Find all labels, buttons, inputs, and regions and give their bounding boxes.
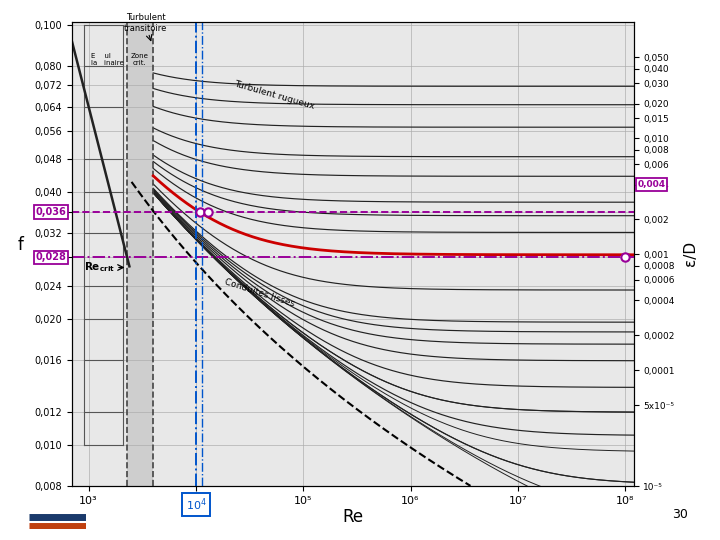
Text: Conduites lisses: Conduites lisses bbox=[223, 278, 296, 309]
Y-axis label: ε/D: ε/D bbox=[683, 241, 698, 266]
Text: Zone
crit.: Zone crit. bbox=[131, 53, 149, 66]
Text: 30: 30 bbox=[672, 508, 688, 522]
Text: $10^4$: $10^4$ bbox=[186, 497, 207, 513]
Polygon shape bbox=[127, 22, 153, 486]
Text: $\mathbf{Re_{crit}}$: $\mathbf{Re_{crit}}$ bbox=[84, 261, 114, 274]
Text: E    ul
la   inaire: E ul la inaire bbox=[91, 53, 124, 66]
Text: 0,028: 0,028 bbox=[35, 252, 66, 262]
Text: Turbulent rugueux: Turbulent rugueux bbox=[233, 80, 315, 111]
Y-axis label: f: f bbox=[17, 236, 24, 254]
Text: Turbulent
transitoire: Turbulent transitoire bbox=[124, 14, 167, 32]
Text: 0,004: 0,004 bbox=[637, 180, 665, 189]
X-axis label: Re: Re bbox=[342, 509, 364, 526]
Text: 0,036: 0,036 bbox=[35, 207, 66, 217]
